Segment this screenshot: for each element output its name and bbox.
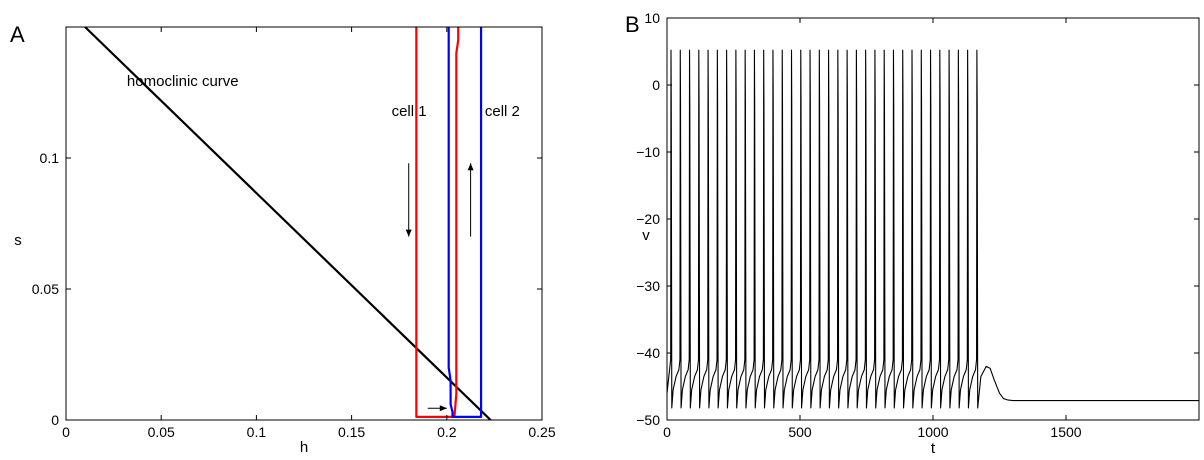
x-tick-label: 0.1 [247,424,267,440]
series-line-homoclinic-curve [84,27,492,420]
x-tick-label: 0.2 [437,424,457,440]
arrow-head-2 [439,405,447,412]
y-tick-label: −40 [636,345,660,361]
series-line-cell-2 [447,27,483,418]
y-tick-label: 0 [51,412,59,428]
x-tick-label: 1000 [917,424,948,440]
panel-label: A [10,22,25,47]
y-tick-label: −10 [636,144,660,160]
panel-label: B [625,12,640,37]
y-tick-label: 0.05 [32,281,59,297]
y-tick-label: 0 [652,77,660,93]
arrow-head-1 [467,163,474,171]
x-tick-label: 0 [663,424,671,440]
y-axis-label: v [642,227,650,244]
y-tick-label: −20 [636,211,660,227]
x-tick-label: 0.15 [338,424,365,440]
y-tick-label: 10 [644,10,660,26]
y-axis-label: s [14,232,22,249]
panel-b: B 0 500 1000 1500 −50 −40 −30 −20 −10 0 10 t v [625,10,1200,457]
x-tick-label: 1500 [1050,424,1081,440]
annotation-homoclinic-curve: homoclinic curve [127,73,239,90]
x-tick-label: 0 [62,424,70,440]
plot-area [667,49,1199,409]
annotation-cell-2: cell 2 [485,103,520,120]
plot-frame [65,26,543,421]
y-tick-label: 0.1 [40,150,60,166]
annotation-cell-1: cell 1 [392,103,427,120]
series-line-voltage-trace [667,49,1199,409]
y-tick-label: −50 [636,412,660,428]
x-axis-label: h [300,439,308,456]
x-tick-label: 500 [788,424,812,440]
arrow-head-0 [405,229,412,237]
x-tick-label: 0.25 [528,424,555,440]
plot-area [84,27,492,420]
series-line-cell-1 [415,27,460,418]
y-tick-label: −30 [636,278,660,294]
plot-frame [666,17,1200,421]
x-tick-label: 0.05 [148,424,175,440]
x-axis-label: t [931,440,936,457]
